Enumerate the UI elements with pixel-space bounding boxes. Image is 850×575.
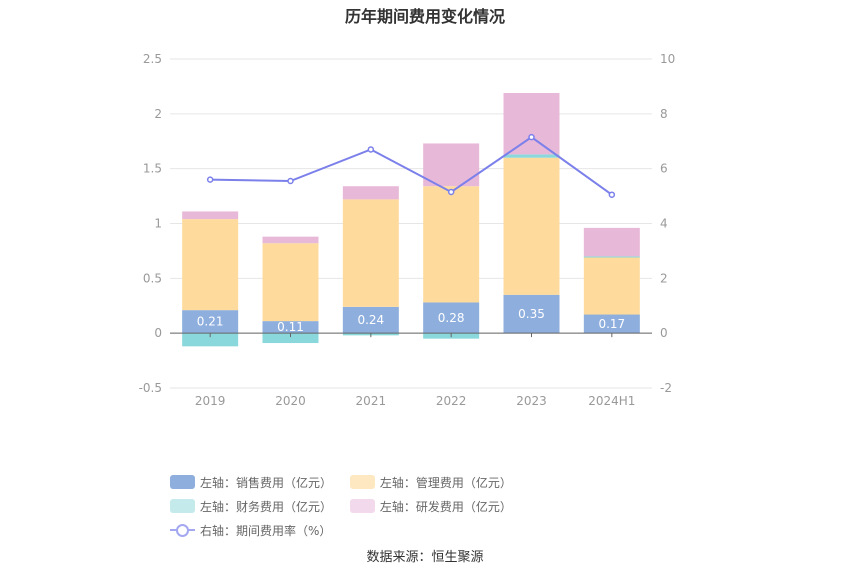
bar-value-label: 0.28	[438, 311, 465, 325]
grid-lines	[170, 58, 652, 389]
right-axis-ticks: -2 0 2 4 6 8 10	[660, 52, 675, 395]
bar-segment-0	[583, 314, 640, 334]
bar-value-label: 0.21	[197, 315, 224, 329]
legend-swatch-admin	[349, 475, 375, 489]
ratio-point	[367, 146, 375, 153]
right-tick-label: 8	[660, 107, 668, 121]
legend-label-ratio: 右轴：期间费用率（%）	[200, 523, 332, 538]
bar-segment-2	[583, 256, 640, 258]
bar-segment-0	[423, 302, 480, 334]
ratio-point	[206, 176, 214, 183]
bar-segment-3	[503, 92, 560, 155]
left-axis-ticks: -0.5 0 0.5 1 1.5 2 2.5	[139, 52, 162, 395]
x-axis-ticks: 2019 2020 2021 2022 2023 2024H1	[195, 333, 635, 408]
left-tick-label: 1.5	[143, 162, 162, 176]
bar-value-label: 0.35	[518, 307, 545, 321]
legend-swatch-rnd	[349, 499, 375, 513]
legend-label-admin: 左轴：管理费用（亿元）	[379, 475, 512, 490]
legend-item-finance[interactable]: 左轴：财务费用（亿元）	[170, 496, 332, 516]
x-tick-label: 2024H1	[588, 394, 635, 408]
x-tick-label: 2019	[195, 394, 226, 408]
bar-segment-1	[583, 257, 640, 315]
ratio-line-path	[210, 135, 613, 196]
bar-value-labels: 0.21 0.11 0.24 0.28 0.35 0.17	[197, 307, 625, 334]
chart-title: 历年期间费用变化情况	[344, 7, 505, 26]
data-source: 数据来源：恒生聚源	[366, 550, 484, 565]
left-tick-label: 1	[154, 217, 162, 231]
expense-ratio-line	[206, 133, 616, 198]
bar-segment-0	[262, 321, 319, 334]
bar-segment-2	[182, 333, 239, 347]
legend-swatch-sales	[170, 475, 195, 489]
bar-value-label: 0.11	[277, 320, 304, 334]
legend-line-marker-icon	[170, 523, 195, 537]
right-tick-label: 0	[660, 326, 668, 340]
bar-segment-2	[503, 154, 560, 158]
ratio-point	[287, 177, 294, 185]
bar-value-label: 0.24	[357, 313, 384, 327]
ratio-point	[447, 188, 455, 196]
right-tick-label: 2	[660, 271, 668, 285]
legend-item-rnd[interactable]: 左轴：研发费用（亿元）	[349, 496, 512, 516]
stacked-bars	[182, 92, 640, 347]
ratio-point	[608, 191, 616, 198]
bar-segment-3	[262, 236, 319, 244]
left-tick-label: 0	[154, 326, 162, 340]
legend-item-ratio[interactable]: 右轴：期间费用率（%）	[170, 520, 331, 540]
legend-label-rnd: 左轴：研发费用（亿元）	[379, 499, 512, 514]
legend-swatch-finance	[170, 499, 195, 513]
bar-segment-1	[423, 186, 480, 303]
x-tick-label: 2022	[436, 394, 467, 408]
left-tick-label: 0.5	[143, 271, 162, 285]
bar-segment-3	[583, 227, 640, 257]
legend-item-sales[interactable]: 左轴：销售费用（亿元）	[170, 472, 332, 492]
ratio-point	[528, 133, 535, 141]
bar-value-label: 0.17	[598, 317, 625, 331]
bar-segment-1	[262, 243, 319, 322]
x-tick-label: 2020	[275, 394, 306, 408]
bar-segment-0	[182, 310, 239, 334]
legend-label-finance: 左轴：财务费用（亿元）	[200, 499, 333, 514]
x-tick-label: 2023	[516, 394, 547, 408]
bar-segment-2	[262, 333, 319, 344]
right-tick-label: -2	[660, 381, 672, 395]
bar-segment-1	[182, 219, 239, 311]
bar-segment-1	[503, 157, 560, 295]
legend-item-admin[interactable]: 左轴：管理费用（亿元）	[349, 472, 512, 492]
legend: 左轴：销售费用（亿元） 左轴：管理费用（亿元） 左轴：财务费用（亿元） 左轴：研…	[170, 472, 690, 544]
bar-segment-0	[503, 294, 560, 334]
bar-segment-1	[342, 199, 399, 307]
bar-segment-3	[182, 211, 239, 220]
legend-label-sales: 左轴：销售费用（亿元）	[200, 475, 333, 490]
left-tick-label: 2	[154, 107, 162, 121]
bar-segment-3	[342, 186, 399, 200]
left-tick-label: -0.5	[139, 381, 162, 395]
x-tick-label: 2021	[356, 394, 387, 408]
right-tick-label: 6	[660, 162, 668, 176]
right-tick-label: 10	[660, 52, 675, 66]
bar-segment-0	[342, 306, 399, 334]
right-tick-label: 4	[660, 217, 668, 231]
left-tick-label: 2.5	[143, 52, 162, 66]
